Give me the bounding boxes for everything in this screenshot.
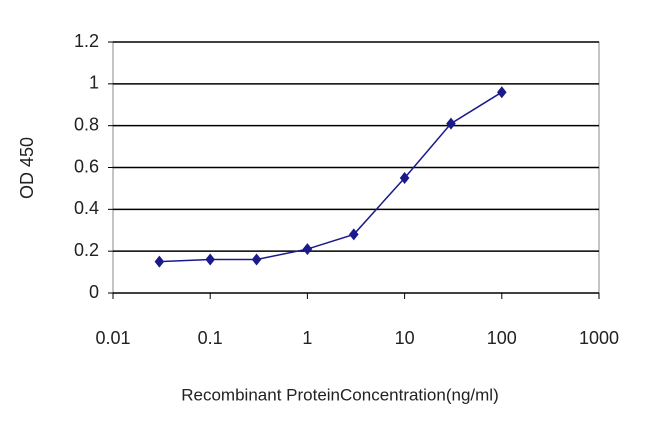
x-tick-label: 1000 — [579, 328, 619, 348]
y-tick-label: 0.4 — [74, 198, 99, 218]
y-axis-title: OD 450 — [17, 137, 37, 199]
x-tick-label: 100 — [487, 328, 517, 348]
marker — [251, 253, 262, 266]
y-tick-label: 0.2 — [74, 240, 99, 260]
marker — [205, 253, 215, 266]
y-tick-label: 1.2 — [74, 31, 99, 51]
y-tick-label: 0.8 — [74, 114, 99, 134]
marker — [399, 171, 410, 184]
x-axis-title: Recombinant ProteinConcentration(ng/ml) — [181, 385, 499, 404]
marker — [497, 86, 507, 99]
y-tick-label: 0 — [89, 282, 99, 302]
x-tick-label: 0.01 — [95, 328, 130, 348]
marker — [348, 228, 359, 241]
y-tick-label: 0.6 — [74, 156, 99, 176]
x-tick-label: 1 — [302, 328, 312, 348]
x-tick-label: 10 — [395, 328, 415, 348]
line — [159, 91, 503, 263]
marker — [446, 117, 456, 130]
marker — [302, 243, 313, 256]
x-tick-label: 0.1 — [198, 328, 223, 348]
y-tick-label: 1 — [89, 73, 99, 93]
marker — [154, 255, 165, 268]
